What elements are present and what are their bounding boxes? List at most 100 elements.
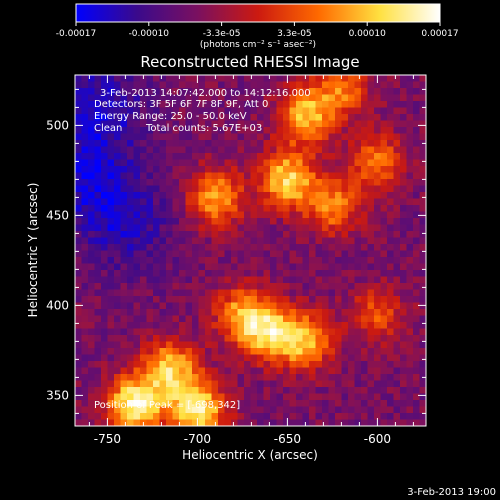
heatmap-cell	[211, 341, 219, 349]
heatmap-cell	[185, 172, 193, 180]
heatmap-cell	[289, 205, 297, 212]
heatmap-cell	[224, 302, 232, 310]
heatmap-cell	[367, 185, 375, 193]
heatmap-cell	[192, 419, 199, 426]
heatmap-cell	[263, 283, 271, 290]
heatmap-cell	[289, 400, 297, 407]
heatmap-cell	[341, 81, 349, 89]
heatmap-cell	[380, 250, 388, 258]
heatmap-cell	[120, 244, 128, 251]
heatmap-cell	[315, 133, 323, 141]
heatmap-cell	[400, 406, 407, 414]
heatmap-cell	[296, 218, 303, 225]
plot-frame	[74, 74, 427, 427]
heatmap-cell	[341, 302, 349, 310]
heatmap-cell	[419, 406, 426, 414]
heatmap-cell	[198, 198, 206, 206]
heatmap-cell	[296, 205, 303, 212]
heatmap-cell	[419, 159, 426, 167]
heatmap-cell	[114, 289, 121, 297]
heatmap-cell	[192, 114, 199, 121]
heatmap-cell	[361, 224, 368, 232]
heatmap-cell	[146, 153, 154, 160]
heatmap-cell	[198, 348, 206, 355]
heatmap-cell	[270, 107, 277, 115]
heatmap-cell	[361, 133, 368, 141]
heatmap-cell	[322, 302, 329, 310]
heatmap-cell	[263, 276, 271, 284]
heatmap-cell	[205, 133, 212, 141]
heatmap-cell	[185, 328, 193, 336]
heatmap-cell	[257, 361, 264, 368]
heatmap-cell	[387, 387, 394, 394]
heatmap-cell	[348, 406, 355, 414]
heatmap-cell	[244, 159, 251, 167]
heatmap-cell	[270, 153, 277, 160]
colorbar-tick-label: 0.00017	[421, 29, 458, 39]
heatmap-cell	[309, 244, 316, 251]
heatmap-cell	[302, 172, 310, 180]
heatmap-cell	[341, 211, 349, 219]
heatmap-cell	[276, 140, 284, 147]
heatmap-cell	[387, 406, 394, 414]
heatmap-cell	[400, 153, 407, 160]
heatmap-cell	[185, 75, 193, 82]
colorbar-tick-label: 0.00010	[349, 29, 386, 39]
heatmap-cell	[387, 283, 394, 290]
heatmap-cell	[283, 302, 290, 310]
heatmap-cell	[322, 159, 329, 167]
heatmap-cell	[380, 322, 388, 329]
heatmap-cell	[192, 257, 199, 264]
heatmap-cell	[218, 283, 225, 290]
heatmap-cell	[309, 120, 316, 128]
heatmap-cell	[159, 114, 167, 121]
heatmap-cell	[198, 322, 206, 329]
heatmap-cell	[192, 276, 199, 284]
heatmap-cell	[146, 205, 154, 212]
heatmap-cell	[114, 198, 121, 206]
heatmap-cell	[341, 283, 349, 290]
heatmap-cell	[250, 172, 258, 180]
heatmap-cell	[146, 270, 154, 277]
heatmap-cell	[185, 406, 193, 414]
heatmap-cell	[393, 413, 401, 420]
heatmap-cell	[94, 315, 102, 323]
heatmap-cell	[140, 315, 147, 323]
heatmap-cell	[348, 94, 355, 102]
heatmap-cell	[179, 88, 186, 95]
heatmap-cell	[367, 120, 375, 128]
heatmap-cell	[133, 309, 141, 316]
heatmap-cell	[393, 140, 401, 147]
heatmap-cell	[75, 270, 82, 277]
heatmap-cell	[361, 309, 368, 316]
heatmap-cell	[296, 361, 303, 368]
heatmap-cell	[172, 166, 180, 173]
heatmap-cell	[237, 413, 245, 420]
heatmap-cell	[400, 172, 407, 180]
heatmap-cell	[140, 81, 147, 89]
heatmap-cell	[263, 198, 271, 206]
heatmap-cell	[406, 406, 414, 414]
heatmap-cell	[341, 361, 349, 368]
heatmap-cell	[315, 94, 323, 102]
heatmap-cell	[374, 218, 381, 225]
heatmap-cell	[361, 296, 368, 303]
heatmap-cell	[380, 198, 388, 206]
heatmap-cell	[250, 335, 258, 342]
heatmap-cell	[120, 114, 128, 121]
heatmap-cell	[140, 185, 147, 193]
heatmap-cell	[244, 224, 251, 232]
heatmap-cell	[348, 237, 355, 245]
heatmap-cell	[406, 88, 414, 95]
heatmap-cell	[133, 289, 141, 297]
heatmap-cell	[393, 309, 401, 316]
heatmap-cell	[211, 237, 219, 245]
heatmap-cell	[348, 296, 355, 303]
heatmap-cell	[354, 81, 362, 89]
heatmap-cell	[296, 413, 303, 420]
heatmap-cell	[309, 419, 316, 426]
heatmap-cell	[231, 101, 238, 108]
heatmap-cell	[179, 367, 186, 375]
heatmap-cell	[283, 101, 290, 108]
heatmap-cell	[322, 179, 329, 186]
